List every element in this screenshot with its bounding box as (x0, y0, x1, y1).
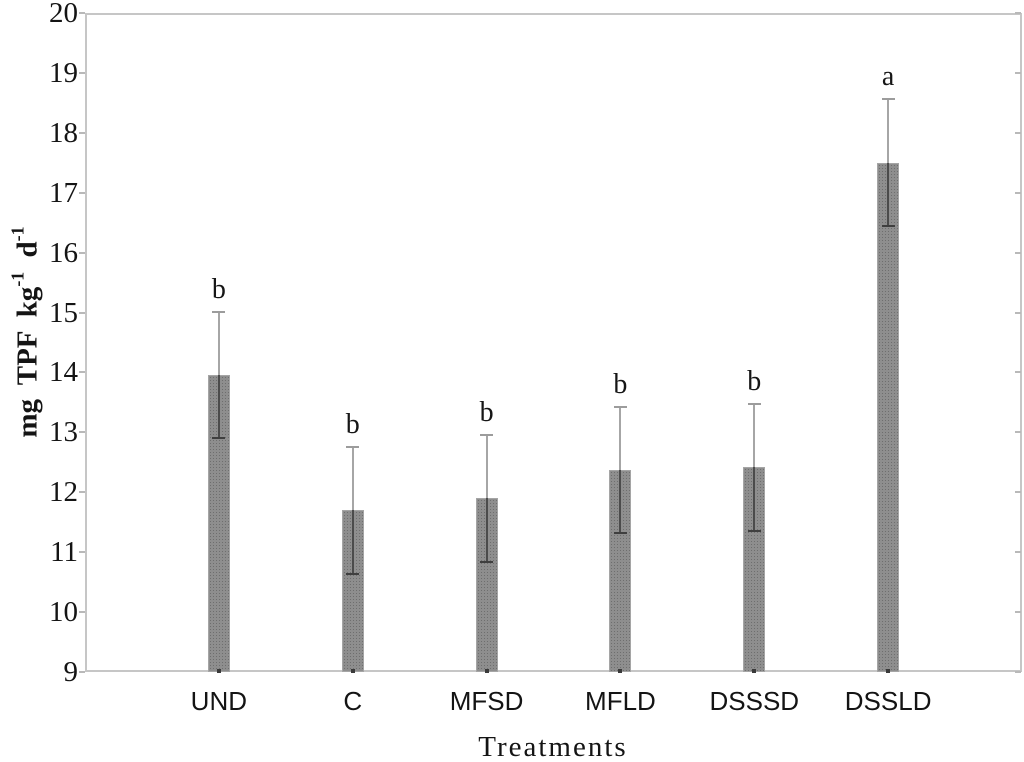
y-axis-tick-label: 15 (49, 296, 78, 329)
bar-und (207, 374, 230, 672)
y-axis-tick-label: 13 (49, 416, 78, 449)
y-axis-tick-right (1015, 251, 1021, 254)
bar-mfld (609, 470, 632, 672)
y-axis-tick-right (1015, 311, 1021, 314)
x-axis-category-dsssd: DSSSD (709, 686, 800, 716)
y-axis-tick-right (1015, 431, 1021, 434)
y-axis-tick-left (79, 611, 85, 614)
y-axis-tick-left (79, 251, 85, 254)
error-bar-upper-line (217, 311, 220, 375)
y-axis-label-superscript: -1 (7, 271, 28, 287)
y-axis-tick-left (79, 671, 85, 673)
significance-letter-dssld: a (881, 61, 895, 93)
y-axis-tick-right (1015, 491, 1021, 494)
x-axis-category-und: UND (190, 686, 248, 716)
error-bar-inner-line (351, 510, 354, 574)
y-axis-tick-label: 12 (49, 476, 78, 509)
error-bar-top-cap (346, 445, 360, 448)
y-axis-tick-left (79, 371, 85, 374)
error-bar-top-cap (480, 433, 494, 436)
plot-area-frame (85, 13, 1022, 672)
y-axis-tick-left (79, 12, 85, 14)
x-axis-category-dssld: DSSLD (844, 686, 932, 716)
error-bar-top-cap (881, 98, 895, 101)
x-axis-tick (484, 669, 489, 673)
error-bar-bottom-cap (480, 560, 494, 563)
x-axis-category-mfsd: MFSD (449, 686, 524, 716)
y-axis-tick-label: 19 (49, 56, 78, 89)
y-axis-tick-label: 11 (50, 536, 78, 569)
y-axis-tick-right (1015, 371, 1021, 374)
y-axis-tick-left (79, 131, 85, 134)
error-bar-upper-line (887, 99, 890, 163)
error-bar-top-cap (212, 310, 226, 313)
error-bar-inner-line (485, 498, 488, 562)
x-axis-tick (618, 669, 623, 673)
error-bar-bottom-cap (346, 572, 360, 575)
x-axis-tick (350, 669, 355, 673)
y-axis-tick-right (1015, 71, 1021, 74)
y-axis-tick-right (1015, 191, 1021, 194)
y-axis-tick-label: 16 (49, 236, 78, 269)
error-bar-upper-line (619, 407, 622, 471)
error-bar-bottom-cap (747, 529, 761, 532)
y-axis-tick-right (1015, 12, 1021, 14)
y-axis-tick-label: 14 (49, 356, 78, 389)
y-axis-tick-left (79, 431, 85, 434)
x-axis-tick (216, 669, 221, 673)
x-axis-tick (752, 669, 757, 673)
y-axis-tick-left (79, 71, 85, 74)
y-axis-tick-left (79, 191, 85, 194)
y-axis-tick-left (79, 311, 85, 314)
error-bar-bottom-cap (212, 436, 226, 439)
error-bar-inner-line (217, 374, 220, 438)
error-bar-upper-line (351, 446, 354, 511)
y-axis-tick-left (79, 551, 85, 554)
y-axis-tick-left (79, 491, 85, 494)
x-axis-category-mfld: MFLD (585, 686, 656, 716)
x-axis-tick (886, 669, 891, 673)
error-bar-inner-line (753, 467, 756, 531)
bar-dsssd (743, 467, 766, 672)
significance-letter-mfld: b (613, 369, 628, 401)
significance-letter-c: b (345, 408, 360, 440)
error-bar-top-cap (747, 402, 761, 405)
x-axis-label: Treatments (478, 731, 628, 762)
y-axis-tick-right (1015, 611, 1021, 614)
x-axis-category-c: C (343, 686, 363, 716)
y-axis-tick-label: 17 (49, 176, 78, 209)
error-bar-upper-line (753, 403, 756, 468)
error-bar-top-cap (613, 406, 627, 409)
y-axis-tick-right (1015, 131, 1021, 134)
y-axis-tick-label: 9 (63, 656, 79, 688)
y-axis-tick-label: 10 (49, 596, 78, 629)
bar-dssld (877, 162, 900, 672)
significance-letter-dsssd: b (747, 365, 762, 397)
error-bar-inner-line (887, 162, 890, 227)
y-axis-tick-right (1015, 671, 1021, 673)
significance-letter-mfsd: b (479, 396, 494, 428)
y-axis-tick-label: 18 (49, 116, 78, 149)
bar-mfsd (475, 498, 498, 672)
error-bar-upper-line (485, 434, 488, 499)
y-axis-tick-label: 20 (49, 0, 78, 29)
y-axis-tick-right (1015, 551, 1021, 554)
error-bar-bottom-cap (613, 532, 627, 534)
error-bar-inner-line (619, 470, 622, 533)
error-bar-bottom-cap (881, 225, 895, 228)
significance-letter-und: b (211, 273, 226, 305)
